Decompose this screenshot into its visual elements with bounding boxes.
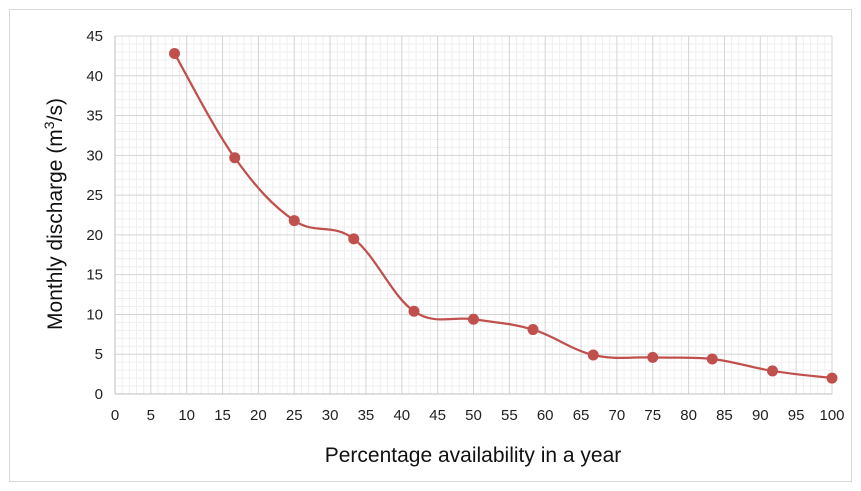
x-tick-label: 25 bbox=[286, 407, 303, 424]
data-point bbox=[229, 152, 241, 164]
x-tick-label: 15 bbox=[214, 407, 231, 424]
data-point bbox=[766, 365, 778, 377]
x-tick-label: 35 bbox=[358, 407, 375, 424]
x-tick-label: 50 bbox=[465, 407, 482, 424]
y-tick-label: 40 bbox=[86, 68, 103, 85]
x-tick-label: 75 bbox=[644, 407, 661, 424]
x-tick-label: 45 bbox=[429, 407, 446, 424]
y-axis-title: Monthly discharge (m3/s) bbox=[41, 98, 67, 330]
y-tick-label: 20 bbox=[86, 227, 103, 244]
data-point bbox=[288, 215, 300, 227]
data-point bbox=[348, 233, 360, 245]
x-tick-label: 65 bbox=[573, 407, 590, 424]
data-point bbox=[169, 48, 181, 60]
y-tick-label: 10 bbox=[86, 306, 103, 323]
x-tick-label: 55 bbox=[501, 407, 518, 424]
x-tick-label: 95 bbox=[788, 407, 805, 424]
y-tick-labels: 0 5 10 15 20 25 30 35 40 45 bbox=[86, 28, 103, 403]
axes bbox=[114, 36, 832, 395]
x-axis-title: Percentage availability in a year bbox=[325, 444, 622, 467]
x-tick-label: 40 bbox=[393, 407, 410, 424]
data-point bbox=[647, 351, 659, 363]
series-layer bbox=[169, 48, 838, 384]
x-tick-label: 30 bbox=[322, 407, 339, 424]
x-tick-label: 0 bbox=[111, 407, 119, 424]
y-tick-label: 15 bbox=[86, 267, 103, 284]
data-point bbox=[408, 305, 420, 317]
x-tick-label: 5 bbox=[147, 407, 155, 424]
y-tick-label: 25 bbox=[86, 187, 103, 204]
major-grid bbox=[114, 35, 833, 395]
data-point bbox=[826, 372, 838, 384]
data-point bbox=[706, 353, 718, 365]
data-point bbox=[587, 349, 599, 361]
x-tick-label: 20 bbox=[250, 407, 267, 424]
y-tick-label: 35 bbox=[86, 108, 103, 125]
x-tick-label: 80 bbox=[680, 407, 697, 424]
x-tick-label: 90 bbox=[752, 407, 769, 424]
x-tick-label: 60 bbox=[537, 407, 554, 424]
y-tick-label: 5 bbox=[95, 346, 103, 363]
x-tick-label: 100 bbox=[819, 407, 844, 424]
x-tick-label: 85 bbox=[716, 407, 733, 424]
y-axis-title-sup: 3 bbox=[41, 121, 57, 129]
y-tick-label: 0 bbox=[95, 386, 103, 403]
data-point bbox=[527, 324, 539, 336]
x-tick-label: 70 bbox=[609, 407, 626, 424]
data-point bbox=[468, 313, 479, 325]
y-axis-title-prefix: Monthly discharge (m bbox=[44, 129, 67, 330]
x-tick-labels: 0 5 10 15 20 25 30 35 40 45 50 55 60 65 70 75 80 85 90 95 10… bbox=[111, 407, 845, 424]
y-tick-label: 45 bbox=[86, 28, 103, 45]
y-tick-label: 30 bbox=[86, 147, 103, 164]
y-axis-title-suffix: /s) bbox=[44, 98, 67, 121]
x-tick-label: 10 bbox=[178, 407, 195, 424]
